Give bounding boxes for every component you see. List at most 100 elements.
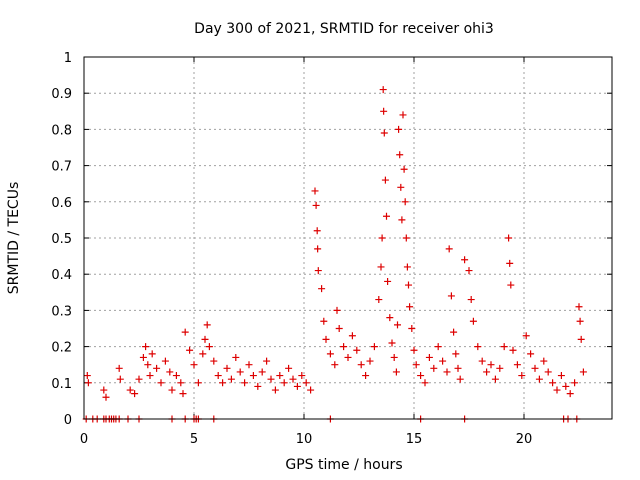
data-point bbox=[293, 382, 301, 390]
data-point bbox=[522, 332, 530, 340]
data-point bbox=[434, 343, 442, 351]
data-point bbox=[445, 245, 453, 253]
axis-ticks: 00.10.20.30.40.50.60.70.80.910 5 10 15 20 bbox=[51, 51, 612, 447]
data-point bbox=[402, 234, 410, 242]
data-point bbox=[210, 357, 218, 365]
data-point bbox=[398, 216, 406, 224]
data-point bbox=[553, 386, 561, 394]
data-point bbox=[566, 390, 574, 398]
y-tick-label: 0.1 bbox=[51, 377, 72, 392]
data-point bbox=[430, 364, 438, 372]
y-tick-label: 0.3 bbox=[51, 304, 72, 319]
data-point bbox=[366, 357, 374, 365]
data-point bbox=[318, 285, 326, 293]
data-point bbox=[575, 303, 583, 311]
data-point bbox=[201, 335, 209, 343]
grid-lines bbox=[84, 57, 612, 419]
data-point bbox=[126, 386, 134, 394]
data-point bbox=[461, 256, 469, 264]
data-point bbox=[83, 372, 91, 380]
data-point bbox=[116, 375, 124, 383]
data-point bbox=[571, 379, 579, 387]
data-point bbox=[313, 227, 321, 235]
data-point bbox=[311, 187, 319, 195]
data-point bbox=[84, 379, 92, 387]
data-point bbox=[403, 263, 411, 271]
y-tick-label: 0.6 bbox=[51, 196, 72, 211]
data-point bbox=[478, 357, 486, 365]
data-point bbox=[245, 361, 253, 369]
data-point bbox=[579, 368, 587, 376]
plot-frame bbox=[83, 56, 613, 420]
data-point bbox=[179, 390, 187, 398]
data-point bbox=[383, 212, 390, 220]
data-point bbox=[353, 346, 361, 354]
data-point bbox=[312, 201, 320, 209]
data-point bbox=[267, 375, 275, 383]
data-point bbox=[340, 343, 348, 351]
data-points bbox=[82, 86, 587, 423]
data-point bbox=[357, 361, 365, 369]
data-point bbox=[153, 364, 161, 372]
y-tick-label: 0 bbox=[64, 413, 72, 428]
y-tick-label: 0.5 bbox=[51, 232, 72, 247]
data-point bbox=[465, 267, 473, 275]
data-point bbox=[439, 357, 447, 365]
y-tick-label: 0.7 bbox=[51, 160, 72, 175]
data-point bbox=[377, 263, 385, 271]
data-point bbox=[100, 386, 108, 394]
data-point bbox=[443, 368, 451, 376]
data-point bbox=[241, 379, 249, 387]
data-point bbox=[549, 379, 557, 387]
data-point bbox=[384, 277, 392, 285]
data-point bbox=[166, 368, 174, 376]
data-point bbox=[172, 372, 180, 380]
data-point bbox=[394, 321, 401, 329]
data-point bbox=[544, 368, 552, 376]
data-point bbox=[500, 343, 508, 351]
data-point bbox=[135, 375, 143, 383]
data-point bbox=[181, 328, 189, 336]
data-point bbox=[381, 176, 389, 184]
data-point bbox=[392, 368, 400, 376]
data-point bbox=[400, 165, 408, 173]
data-point bbox=[232, 353, 240, 361]
data-point bbox=[322, 335, 330, 343]
data-point bbox=[205, 343, 213, 351]
data-point bbox=[142, 343, 150, 351]
data-point bbox=[326, 350, 334, 358]
data-point bbox=[513, 361, 521, 369]
data-point bbox=[410, 346, 418, 354]
data-point bbox=[557, 372, 565, 380]
data-point bbox=[399, 111, 407, 119]
data-point bbox=[447, 292, 455, 300]
x-tick-label: 20 bbox=[516, 432, 533, 447]
y-tick-label: 0.9 bbox=[51, 87, 72, 102]
data-point bbox=[102, 393, 110, 401]
data-point bbox=[467, 296, 475, 304]
y-tick-label: 0.8 bbox=[51, 123, 72, 138]
data-point bbox=[483, 368, 491, 376]
x-tick-label: 5 bbox=[190, 432, 198, 447]
data-point bbox=[395, 125, 403, 133]
data-point bbox=[380, 107, 388, 115]
data-point bbox=[491, 375, 499, 383]
data-point bbox=[509, 346, 517, 354]
data-point bbox=[254, 382, 262, 390]
data-point bbox=[157, 379, 165, 387]
data-point bbox=[375, 296, 383, 304]
data-point bbox=[320, 317, 328, 325]
data-point bbox=[144, 361, 152, 369]
data-point bbox=[505, 234, 513, 242]
data-point bbox=[496, 364, 504, 372]
data-point bbox=[194, 379, 202, 387]
data-point bbox=[562, 382, 570, 390]
data-point bbox=[507, 281, 515, 289]
data-point bbox=[469, 317, 477, 325]
data-point bbox=[576, 317, 584, 325]
data-point bbox=[531, 364, 539, 372]
data-point bbox=[280, 379, 288, 387]
y-tick-label: 0.4 bbox=[51, 268, 72, 283]
data-point bbox=[314, 245, 322, 253]
